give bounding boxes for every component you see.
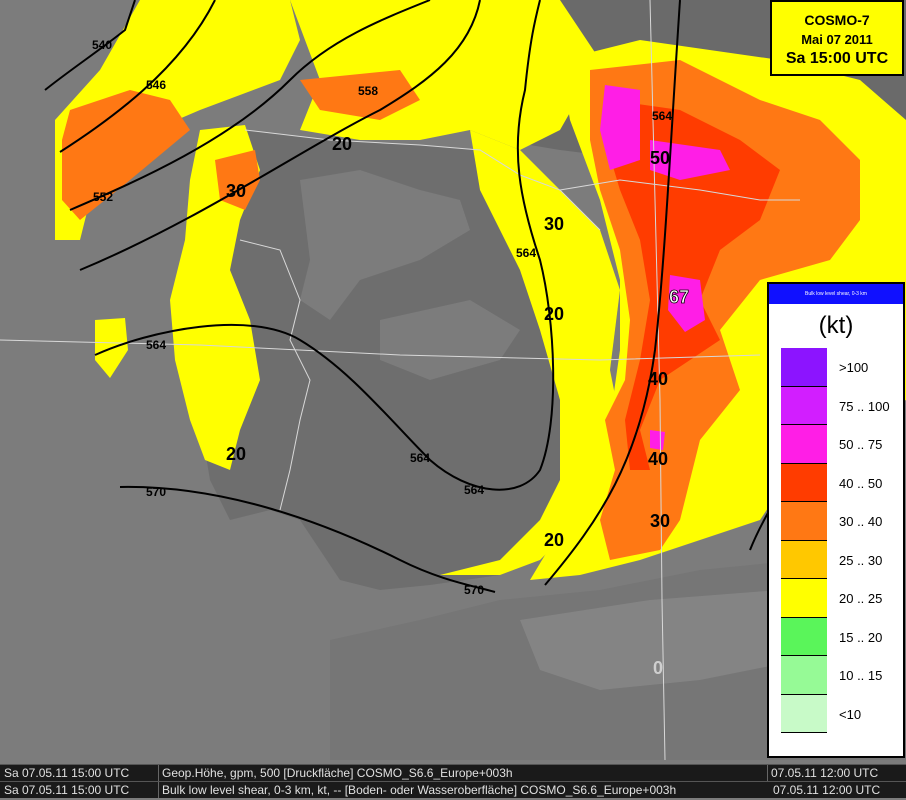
- legend-swatch: [781, 540, 827, 579]
- status-separator: [158, 765, 159, 781]
- legend-swatch: [781, 694, 827, 733]
- legend-item: 10 .. 15: [781, 656, 901, 695]
- legend-label: 25 .. 30: [839, 552, 883, 568]
- status-row1-right: 07.05.11 12:00 UTC: [771, 766, 879, 780]
- status-row2-mid: Bulk low level shear, 0-3 km, kt, -- [Bo…: [162, 783, 677, 797]
- shear-label: 30: [544, 214, 564, 234]
- legend-item: >100: [781, 348, 901, 387]
- status-row2-right: 07.05.11 12:00 UTC: [771, 782, 881, 798]
- valid-time: Sa 15:00 UTC: [785, 50, 889, 67]
- legend-rows: >100 75 .. 100 50 .. 75 40 .. 50 30 .. 40 25 …: [781, 348, 901, 733]
- legend-unit: (kt): [818, 312, 854, 339]
- shear-label: 50: [650, 148, 670, 168]
- legend-label: 75 .. 100: [839, 398, 890, 414]
- contour-label: 570: [464, 583, 484, 597]
- shear-label: 30: [226, 181, 246, 201]
- legend-swatch: [781, 348, 827, 387]
- shear-label: 20: [332, 134, 352, 154]
- model-title-box: COSMO-7 Mai 07 2011 Sa 15:00 UTC: [770, 0, 904, 76]
- legend-header: Bulk low level shear, 0-3 km: [769, 284, 903, 304]
- shear-label: 20: [544, 530, 564, 550]
- legend-swatch: [781, 656, 827, 695]
- legend-swatch: [781, 425, 827, 464]
- contour-label: 564: [516, 246, 536, 260]
- contour-labels: 540 546 552 558 564 564 564 564 564 570 …: [92, 38, 672, 597]
- shear-label: 30: [650, 511, 670, 531]
- contour-label: 564: [410, 451, 430, 465]
- legend-item: 25 .. 30: [781, 540, 901, 579]
- contour-label: 564: [464, 483, 484, 497]
- legend-label: 40 .. 50: [839, 475, 883, 491]
- shear-label: 20: [544, 304, 564, 324]
- shear-label: 20: [226, 444, 246, 464]
- status-separator: [158, 782, 159, 798]
- legend-item: 15 .. 20: [781, 617, 901, 656]
- legend-label: <10: [839, 706, 862, 722]
- mountains-north: [300, 170, 470, 320]
- legend-label: 20 .. 25: [839, 591, 883, 606]
- color-legend: Bulk low level shear, 0-3 km (kt) >100 75…: [767, 282, 905, 758]
- contour-label: 564: [652, 109, 672, 123]
- shear-label: 67: [669, 287, 689, 307]
- forecast-date: Mai 07 2011: [801, 32, 873, 47]
- shear-label: 40: [648, 369, 668, 389]
- legend-swatch: [781, 617, 827, 656]
- shear-labels: 20 30 30 20 50 67 40 40 20 30 20 0: [226, 134, 689, 678]
- model-name: COSMO-7: [804, 12, 870, 28]
- contour-label: 558: [358, 84, 378, 98]
- contour-label: 540: [92, 38, 112, 52]
- legend-item: <10: [781, 694, 901, 733]
- legend-label: 10 .. 15: [839, 668, 883, 683]
- legend-label: 50 .. 75: [839, 437, 883, 452]
- legend-label: >100: [839, 360, 869, 375]
- status-row2-left: Sa 07.05.11 15:00 UTC: [4, 783, 130, 797]
- status-separator: [767, 765, 768, 781]
- legend-swatch: [781, 463, 827, 502]
- status-row1-mid: Geop.Höhe, gpm, 500 [Druckfläche] COSMO_…: [162, 766, 513, 780]
- legend-item: 40 .. 50: [781, 463, 901, 502]
- legend-item: 20 .. 25: [781, 579, 901, 618]
- legend-label: 30 .. 40: [839, 514, 883, 529]
- legend-item: 75 .. 100: [781, 386, 901, 425]
- contour-label: 552: [93, 190, 113, 204]
- legend-label: 15 .. 20: [839, 629, 883, 645]
- legend-swatch: [781, 579, 827, 618]
- geopotential-contours: [44, 0, 776, 593]
- shear-label: 40: [648, 449, 668, 469]
- status-row1-left: Sa 07.05.11 15:00 UTC: [4, 766, 130, 780]
- shear-label: 0: [653, 658, 663, 678]
- legend-item: 50 .. 75: [781, 425, 901, 464]
- legend-swatch: [781, 386, 827, 425]
- mountains-central: [380, 300, 520, 380]
- legend-item: 30 .. 40: [781, 502, 901, 541]
- contour-label: 564: [146, 338, 166, 352]
- status-bar-row1: Sa 07.05.11 15:00 UTC Geop.Höhe, gpm, 50…: [0, 764, 906, 781]
- status-bar-row2: Sa 07.05.11 15:00 UTC Bulk low level she…: [0, 781, 906, 798]
- contour-label: 546: [146, 78, 166, 92]
- contour-label: 570: [146, 485, 166, 499]
- legend-swatch: [781, 502, 827, 541]
